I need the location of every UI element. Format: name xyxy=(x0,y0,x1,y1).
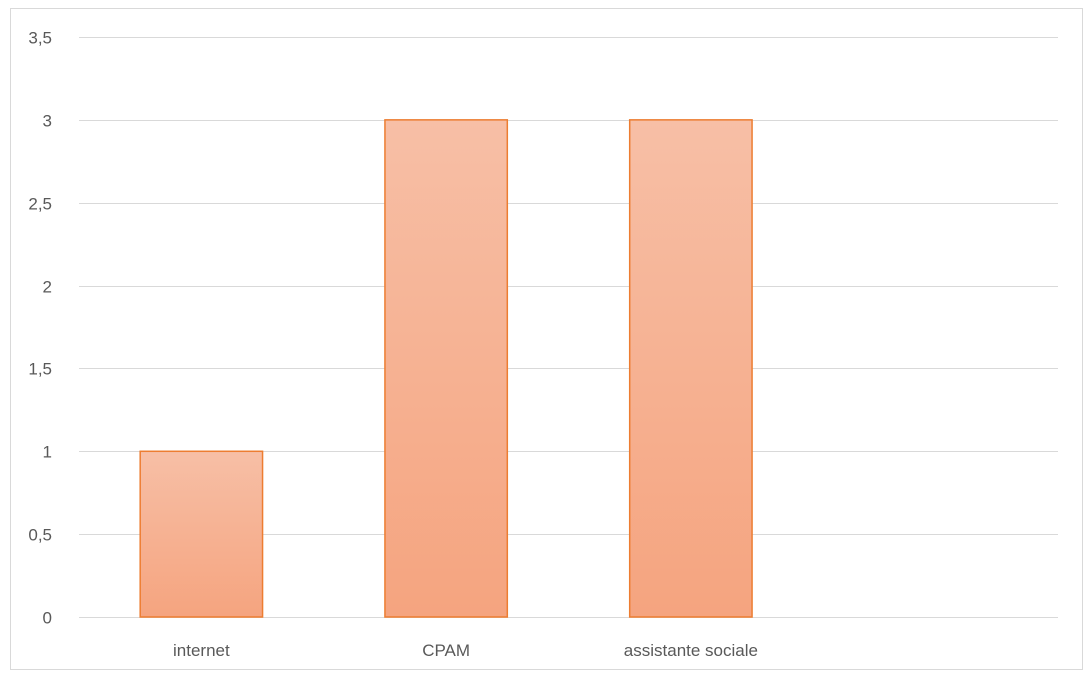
y-tick-label: 0 xyxy=(43,609,52,628)
y-tick-label: 3,5 xyxy=(28,29,52,48)
bar-0 xyxy=(139,450,264,618)
bar-2 xyxy=(628,119,753,618)
bars xyxy=(139,119,753,618)
y-tick-label: 2,5 xyxy=(28,195,52,214)
bar-1 xyxy=(384,119,509,618)
y-axis-tick-labels: 0 0,5 1 1,5 2 2,5 3 3,5 xyxy=(28,29,52,628)
y-tick-label: 0,5 xyxy=(28,526,52,545)
y-tick-label: 2 xyxy=(43,278,52,297)
y-tick-label: 3 xyxy=(43,112,52,131)
y-tick-label: 1,5 xyxy=(28,360,52,379)
x-category-label: assistante sociale xyxy=(624,641,758,660)
y-tick-label: 1 xyxy=(43,443,52,462)
x-category-label: CPAM xyxy=(422,641,470,660)
x-axis-category-labels: internet CPAM assistante sociale xyxy=(173,641,758,660)
x-category-label: internet xyxy=(173,641,230,660)
